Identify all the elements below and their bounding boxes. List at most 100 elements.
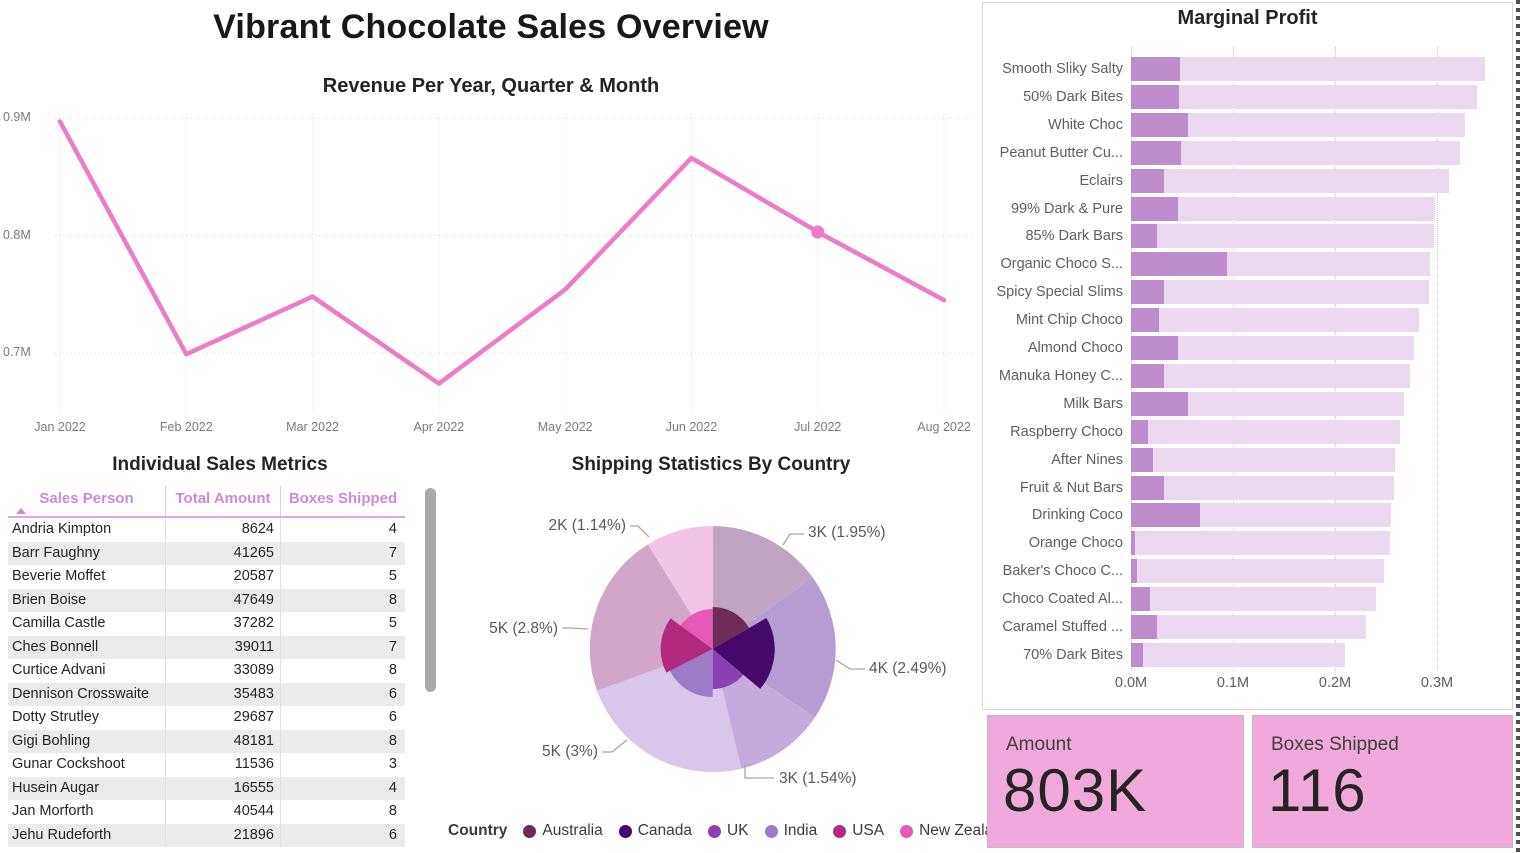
highlighted-data-point[interactable] [811, 225, 825, 239]
table-row[interactable]: Jehu Rudeforth 21896 6 [8, 823, 405, 847]
cell-boxes-shipped: 6 [280, 823, 405, 847]
table-row[interactable]: Gunar Cockshoot 11536 3 [8, 753, 405, 777]
bar-segment-light [1148, 419, 1401, 444]
bar-white-choc[interactable] [1131, 112, 1465, 137]
bar-segment-light [1188, 391, 1405, 416]
kpi-card-amount[interactable]: Amount 803K [987, 715, 1244, 848]
table-row[interactable]: Camilla Castle 37282 5 [8, 612, 405, 636]
bar-spicy-special-slims[interactable] [1131, 280, 1429, 305]
cell-sales-person: Curtice Advani [12, 662, 106, 678]
bar-raspberry-choco[interactable] [1131, 419, 1401, 444]
pie-label-leader-line [602, 739, 628, 753]
cell-total-amount: 11536 [165, 753, 280, 777]
bar-50-dark-bites[interactable] [1131, 84, 1477, 109]
bar-eclairs[interactable] [1131, 168, 1450, 193]
page-edge-dashed-border [1516, 0, 1520, 853]
bar-segment-dark [1131, 280, 1164, 305]
pie-data-label-australia: 3K (1.95%) [808, 524, 886, 541]
pie-slice-inner-uk[interactable] [712, 649, 744, 689]
bar-segment-dark [1131, 224, 1157, 249]
cell-sales-person: Dotty Strutley [12, 709, 100, 725]
column-header-boxes-shipped[interactable]: Boxes Shipped [280, 486, 405, 516]
kpi-card-amount-value: 803K [1003, 757, 1148, 824]
bar-baker-s-choco-c-[interactable] [1131, 559, 1384, 584]
column-header-sales-person[interactable]: Sales Person [8, 486, 165, 516]
bar-peanut-butter-cu-[interactable] [1131, 140, 1461, 165]
pie-data-label-uk: 3K (1.54%) [779, 770, 857, 787]
shipping-pie-chart[interactable] [440, 445, 982, 853]
page-title: Vibrant Chocolate Sales Overview [213, 8, 769, 46]
bar-chart-title: Marginal Profit [1177, 7, 1318, 29]
legend-item-india[interactable]: India [764, 822, 817, 840]
bar-70-dark-bites[interactable] [1131, 642, 1346, 667]
bar-segment-light [1163, 475, 1395, 500]
bar-segment-light [1137, 559, 1384, 584]
cell-sales-person: Gunar Cockshoot [12, 756, 125, 772]
legend-item-usa[interactable]: USA [833, 822, 884, 840]
legend-label: UK [727, 822, 749, 839]
table-row[interactable]: Beverie Moffet 20587 5 [8, 565, 405, 589]
pie-label-leader-line [744, 764, 774, 779]
table-scrollbar-thumb[interactable] [425, 488, 436, 692]
x-axis-tick-label: Feb 2022 [159, 420, 213, 434]
table-row[interactable]: Barr Faughny 41265 7 [8, 541, 405, 565]
table-row[interactable]: Dennison Crosswaite 35483 6 [8, 682, 405, 706]
table-row[interactable]: Curtice Advani 33089 8 [8, 659, 405, 683]
bar-manuka-honey-c-[interactable] [1131, 363, 1411, 388]
pie-slice-inner-india[interactable] [669, 649, 713, 697]
table-row[interactable]: Husein Augar 16555 4 [8, 776, 405, 800]
table-row[interactable]: Brien Boise 47649 8 [8, 588, 405, 612]
bar-almond-choco[interactable] [1131, 336, 1414, 360]
bar-choco-coated-al-[interactable] [1131, 587, 1376, 612]
bar-caramel-stuffed-[interactable] [1131, 615, 1366, 639]
table-row[interactable]: Gigi Bohling 48181 8 [8, 729, 405, 753]
cell-boxes-shipped: 8 [280, 588, 405, 612]
bar-organic-choco-s-[interactable] [1131, 252, 1430, 277]
bar-orange-choco[interactable] [1131, 531, 1391, 556]
cell-total-amount: 41265 [165, 541, 280, 565]
revenue-line-chart[interactable] [0, 100, 982, 435]
cell-total-amount: 47649 [165, 588, 280, 612]
bar-99-dark-pure[interactable] [1131, 196, 1435, 221]
pie-data-label-usa: 5K (2.8%) [489, 620, 558, 637]
x-axis-tick-label: Mar 2022 [286, 420, 339, 434]
bar-category-label: Peanut Butter Cu... [999, 144, 1123, 161]
table-row[interactable]: Dotty Strutley 29687 6 [8, 706, 405, 730]
bar-category-label: Raspberry Choco [1010, 423, 1123, 440]
bar-milk-bars[interactable] [1131, 391, 1405, 416]
bar-segment-dark [1131, 363, 1164, 388]
bar-85-dark-bars[interactable] [1131, 224, 1434, 249]
bar-x-axis-tick-label: 0.0M [1114, 675, 1148, 691]
legend-label: Canada [637, 822, 693, 839]
pie-slice-inner-new-zealand[interactable] [680, 609, 713, 649]
pie-data-label-canada: 4K (2.49%) [869, 660, 947, 677]
pie-slice-inner-canada[interactable] [712, 618, 775, 689]
cell-boxes-shipped: 3 [280, 753, 405, 777]
pie-data-label-new-zealand: 2K (1.14%) [548, 517, 626, 534]
bar-segment-dark [1131, 391, 1189, 416]
bar-drinking-coco[interactable] [1131, 503, 1392, 528]
bar-segment-dark [1131, 531, 1136, 556]
bar-mint-chip-choco[interactable] [1131, 308, 1419, 333]
legend-item-uk[interactable]: UK [708, 822, 749, 840]
bar-category-label: Eclairs [1079, 172, 1123, 189]
table-row[interactable]: Andria Kimpton 8624 4 [8, 518, 405, 542]
table-row[interactable]: Ches Bonnell 39011 7 [8, 635, 405, 659]
pie-slice-inner-australia[interactable] [712, 607, 750, 649]
bar-after-nines[interactable] [1131, 447, 1396, 472]
cell-sales-person: Jan Morforth [12, 803, 94, 819]
kpi-card-boxes-shipped[interactable]: Boxes Shipped 116 [1252, 715, 1513, 848]
revenue-line-series[interactable] [57, 119, 947, 386]
cell-sales-person: Beverie Moffet [12, 568, 106, 584]
bar-fruit-nut-bars[interactable] [1131, 475, 1395, 500]
legend-item-australia[interactable]: Australia [523, 822, 603, 840]
column-header-total-amount[interactable]: Total Amount [165, 486, 280, 516]
table-row[interactable]: Jan Morforth 40544 8 [8, 800, 405, 824]
bar-segment-dark [1131, 615, 1157, 639]
bar-smooth-sliky-salty[interactable] [1131, 57, 1485, 81]
pie-slice-inner-usa[interactable] [660, 618, 713, 673]
legend-item-canada[interactable]: Canada [618, 822, 693, 840]
bar-segment-dark [1131, 196, 1178, 221]
pie-label-leader-line [835, 659, 865, 670]
